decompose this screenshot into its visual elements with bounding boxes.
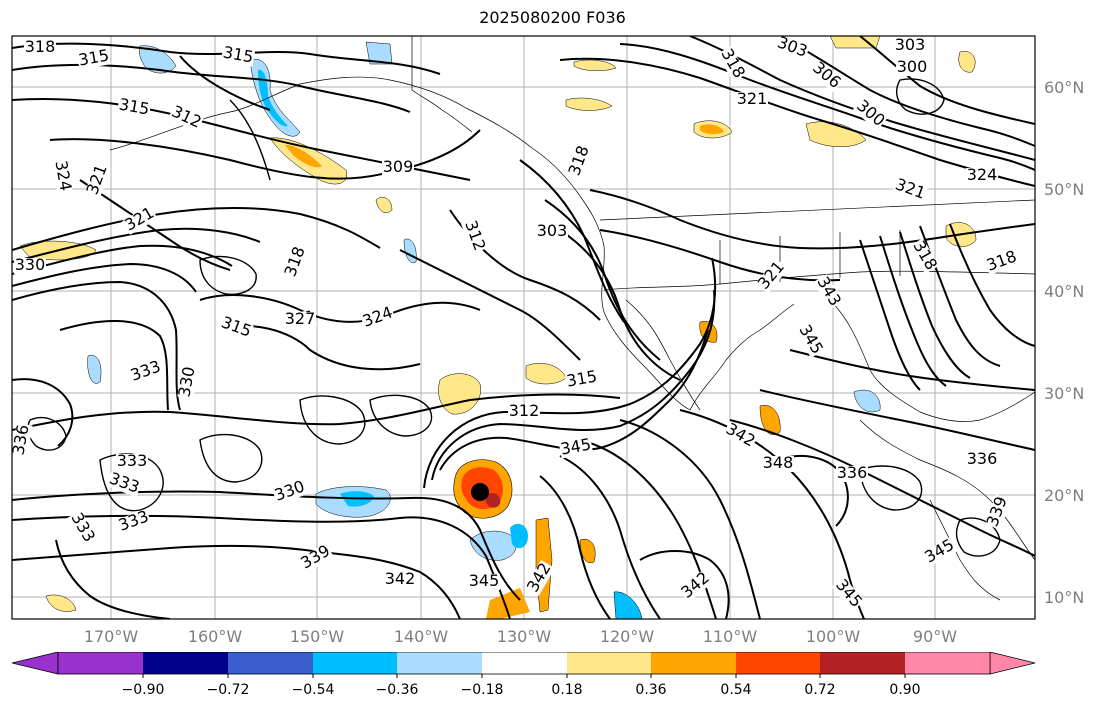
- lat-label: 40°N: [1044, 282, 1084, 301]
- contour-label: 333: [117, 451, 148, 470]
- contour-label: 315: [222, 43, 255, 67]
- lat-label: 20°N: [1044, 486, 1084, 505]
- lat-label: 10°N: [1044, 588, 1084, 607]
- contour-label: 318: [280, 244, 308, 279]
- contour-label: 318: [984, 246, 1019, 274]
- map-frame: [11, 35, 1036, 620]
- contour-label: 303: [537, 221, 568, 240]
- contour-label: 315: [565, 367, 598, 391]
- colorbar-bin: [651, 652, 736, 674]
- contour-label: 333: [67, 509, 99, 545]
- colorbar-tick-label: 0.54: [720, 682, 751, 698]
- lon-label: 100°W: [806, 627, 861, 646]
- lon-label: 120°W: [600, 627, 655, 646]
- colorbar-tick-label: −0.72: [207, 682, 250, 698]
- colorbar-tick-label: 0.36: [635, 682, 666, 698]
- colorbar-bin: [482, 652, 567, 674]
- colorbar-bin: [820, 652, 905, 674]
- contour-label: 318: [25, 37, 56, 56]
- colorbar-bin: [143, 652, 228, 674]
- lon-label: 150°W: [290, 627, 345, 646]
- contour-label: 321: [893, 174, 928, 202]
- contour-label: 324: [360, 302, 395, 330]
- colorbar-tick-label: 0.90: [889, 682, 920, 698]
- storm-center-marker: [471, 483, 489, 501]
- lon-label: 140°W: [394, 627, 449, 646]
- colorbar-bin: [905, 652, 990, 674]
- lon-label: 170°W: [84, 627, 139, 646]
- contour-label: 315: [118, 95, 151, 119]
- contour-label: 348: [763, 453, 794, 472]
- contour-label: 321: [121, 203, 157, 235]
- contour-label: 309: [383, 157, 414, 176]
- lon-label: 130°W: [497, 627, 552, 646]
- lon-label: 160°W: [188, 627, 243, 646]
- colorbar-over-arrow: [989, 652, 1036, 675]
- contour-label: 321: [754, 257, 788, 293]
- colorbar: −0.90 −0.72 −0.54 −0.36 −0.18 0.18 0.36 0.54 0.7…: [11, 652, 1036, 698]
- contour-label: 342: [385, 569, 416, 588]
- contour-label: 315: [219, 312, 254, 340]
- lat-label: 60°N: [1044, 78, 1084, 97]
- shaded-field: [19, 36, 977, 619]
- lon-label: 90°W: [913, 627, 957, 646]
- contour-label: 321: [737, 89, 768, 108]
- colorbar-tick-label: 0.72: [804, 682, 835, 698]
- contour-label: 300: [897, 57, 928, 76]
- colorbar-tick-label: −0.90: [122, 682, 165, 698]
- contour-label: 330: [15, 255, 46, 274]
- contour-lines-secondary: [27, 78, 1001, 557]
- contour-label: 303: [775, 32, 810, 60]
- colorbar-bin: [397, 652, 482, 674]
- colorbar-tick-label: −0.18: [461, 682, 504, 698]
- colorbar-bin: [736, 652, 820, 674]
- colorbar-bin: [567, 652, 651, 674]
- contour-label: 345: [832, 575, 866, 611]
- lat-label: 50°N: [1044, 180, 1084, 199]
- contour-label: 345: [469, 571, 500, 590]
- contour-label: 345: [559, 435, 592, 459]
- colorbar-outline: [57, 652, 991, 675]
- contour-label: 303: [895, 35, 926, 54]
- lon-label: 110°W: [703, 627, 758, 646]
- colorbar-tick-label: 0.18: [551, 682, 582, 698]
- contour-label: 342: [723, 419, 759, 451]
- contour-label: 333: [128, 356, 163, 384]
- coastlines: [109, 36, 1035, 601]
- colorbar-bin: [58, 652, 143, 674]
- colorbar-tick-label: −0.54: [292, 682, 335, 698]
- contour-label: 345: [921, 535, 957, 567]
- colorbar-bin: [228, 652, 313, 674]
- contour-label: 312: [461, 218, 489, 253]
- contour-label: 336: [967, 449, 998, 468]
- map-title: 2025080200 F036: [479, 8, 626, 27]
- contour-label: 330: [272, 476, 307, 504]
- contour-label: 336: [837, 463, 868, 482]
- colorbar-tick-label: −0.36: [376, 682, 419, 698]
- contour-label: 321: [82, 162, 110, 197]
- contour-label: 327: [285, 309, 316, 328]
- contour-label: 324: [51, 159, 75, 192]
- colorbar-under-arrow: [11, 652, 59, 675]
- contour-label: 339: [297, 541, 333, 573]
- contour-label: 333: [116, 506, 151, 534]
- contour-label: 339: [982, 494, 1010, 529]
- contour-label: 336: [9, 423, 33, 456]
- lat-label: 30°N: [1044, 384, 1084, 403]
- contour-label: 318: [564, 143, 592, 178]
- colorbar-bin: [313, 652, 397, 674]
- contour-label: 324: [967, 165, 998, 184]
- contour-label: 312: [509, 401, 540, 420]
